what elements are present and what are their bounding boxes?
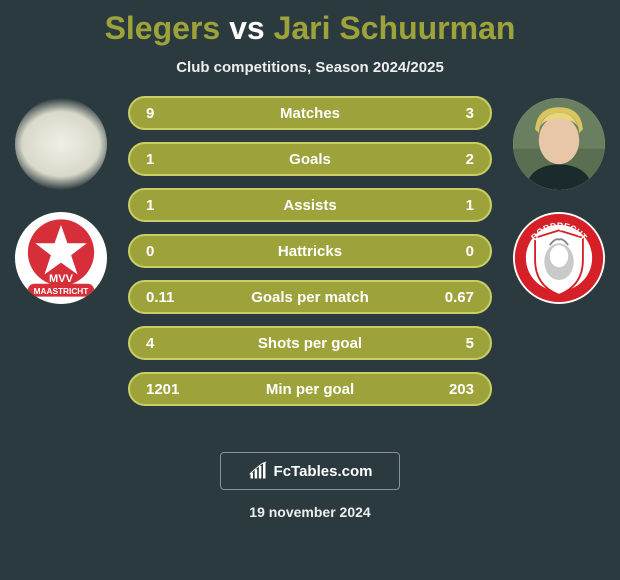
stat-right-value: 203 — [414, 381, 474, 398]
stat-label: Goals per match — [206, 289, 414, 306]
barchart-icon — [248, 461, 268, 481]
stat-left-value: 0 — [146, 243, 206, 260]
stat-right-value: 0 — [414, 243, 474, 260]
stat-row-assists: 1 Assists 1 — [128, 188, 492, 222]
stat-left-value: 4 — [146, 335, 206, 352]
subtitle: Club competitions, Season 2024/2025 — [0, 59, 620, 76]
page-title: Slegers vs Jari Schuurman — [0, 0, 620, 47]
stats-area: MAASTRICHT MVV — [0, 98, 620, 428]
slegers-photo — [15, 98, 107, 190]
stat-label: Hattricks — [206, 243, 414, 260]
stat-row-mpg: 1201 Min per goal 203 — [128, 372, 492, 406]
footer-brand-text: FcTables.com — [274, 463, 373, 480]
svg-text:MVV: MVV — [49, 273, 74, 285]
stat-right-value: 3 — [414, 105, 474, 122]
fc-dordrecht-logo: FC DORDRECHT — [513, 212, 605, 304]
stat-right-value: 0.67 — [414, 289, 474, 306]
left-column: MAASTRICHT MVV — [6, 98, 116, 304]
stat-left-value: 1 — [146, 197, 206, 214]
svg-text:MAASTRICHT: MAASTRICHT — [34, 287, 89, 296]
title-player2: Jari Schuurman — [274, 10, 516, 46]
stat-row-gpm: 0.11 Goals per match 0.67 — [128, 280, 492, 314]
fctables-logo[interactable]: FcTables.com — [220, 452, 400, 490]
stat-label: Shots per goal — [206, 335, 414, 352]
stat-label: Min per goal — [206, 381, 414, 398]
stat-label: Assists — [206, 197, 414, 214]
stat-label: Matches — [206, 105, 414, 122]
right-column: FC DORDRECHT — [504, 98, 614, 304]
stat-left-value: 1 — [146, 151, 206, 168]
stat-left-value: 9 — [146, 105, 206, 122]
stat-right-value: 5 — [414, 335, 474, 352]
stat-right-value: 1 — [414, 197, 474, 214]
stat-rows: 9 Matches 3 1 Goals 2 1 Assists 1 0 Hatt… — [128, 96, 492, 406]
date-text: 19 november 2024 — [0, 504, 620, 520]
stat-right-value: 2 — [414, 151, 474, 168]
stat-label: Goals — [206, 151, 414, 168]
mvv-maastricht-logo: MAASTRICHT MVV — [15, 212, 107, 304]
stat-row-matches: 9 Matches 3 — [128, 96, 492, 130]
stat-row-hattricks: 0 Hattricks 0 — [128, 234, 492, 268]
stat-row-spg: 4 Shots per goal 5 — [128, 326, 492, 360]
schuurman-photo — [513, 98, 605, 190]
title-vs: vs — [229, 10, 265, 46]
stat-left-value: 1201 — [146, 381, 206, 398]
stat-left-value: 0.11 — [146, 289, 206, 306]
title-player1: Slegers — [105, 10, 221, 46]
stat-row-goals: 1 Goals 2 — [128, 142, 492, 176]
